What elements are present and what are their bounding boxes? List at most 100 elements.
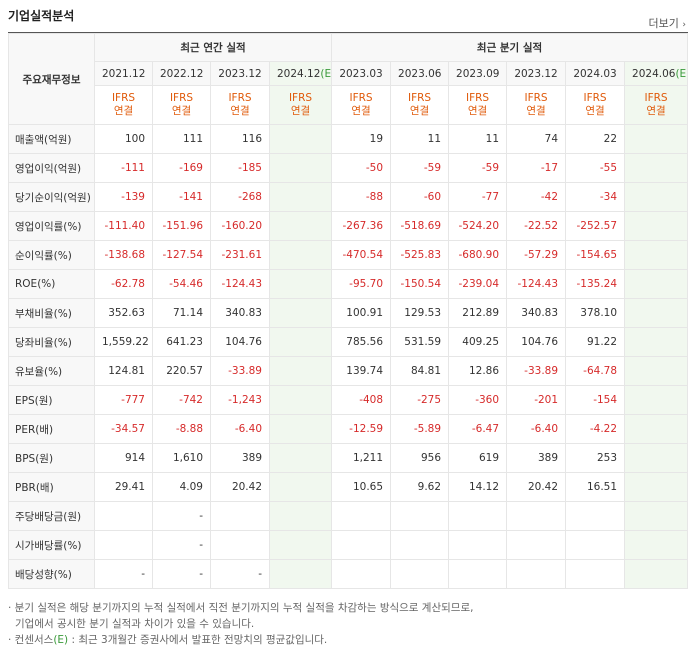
row-label-cell: 당좌비율(%) (8, 327, 95, 357)
annual-value-cell: 111 (152, 124, 211, 154)
annual-value-cell (268, 501, 333, 531)
value: -275 (417, 394, 442, 406)
quarter-value-cell: -524.20 (448, 211, 508, 241)
value: -268 (238, 191, 262, 203)
quarter-value-cell: -55 (565, 153, 626, 183)
row-label-cell: 부채비율(%) (8, 298, 95, 328)
ifrs-label: IFRS (407, 92, 432, 104)
quarter-value-cell: -124.43 (506, 269, 567, 299)
value: -524.20 (458, 220, 500, 232)
quarter-value-cell: 389 (506, 443, 567, 473)
ifrs-cell: IFRS 연결 (152, 85, 211, 125)
quarter-value-cell: -4.22 (565, 414, 626, 444)
annual-value-cell (268, 385, 333, 415)
ifrs-cell: IFRS 연결 (565, 85, 626, 125)
table-row: PBR(배) 29.41 4.09 20.42 10.65 9.62 14.12 20.42 1… (8, 472, 689, 502)
value: -22.52 (524, 220, 559, 232)
annual-value-cell: 352.63 (94, 298, 153, 328)
quarter-value-cell (624, 559, 689, 589)
annual-value-cell: -124.43 (210, 269, 270, 299)
value: 914 (124, 452, 145, 464)
quarter-value-cell: -252.57 (565, 211, 626, 241)
annual-value-cell: - (94, 559, 153, 589)
annual-value-cell: -151.96 (152, 211, 211, 241)
value: -62.78 (111, 278, 145, 290)
value: -150.54 (400, 278, 442, 290)
value: -777 (121, 394, 145, 406)
annual-value-cell (268, 182, 333, 212)
table-row: 시가배당률(%) - (8, 530, 689, 560)
value: -95.70 (349, 278, 384, 290)
value: -160.20 (221, 220, 262, 232)
consolidated-label: 연결 (230, 105, 250, 117)
quarter-value-cell: 129.53 (390, 298, 450, 328)
quarter-value-cell: -50 (331, 153, 392, 183)
quarter-value-cell: -680.90 (448, 240, 508, 270)
row-label: 순이익률(%) (15, 249, 72, 262)
annual-value-cell: -169 (152, 153, 211, 183)
row-label-cell: 매출액(억원) (8, 124, 95, 154)
annual-value-cell: -141 (152, 182, 211, 212)
row-label-cell: 배당성향(%) (8, 559, 95, 589)
value: -33.89 (524, 365, 559, 377)
group-header-row: 주요재무정보 최근 연간 실적 최근 분기 실적 (8, 33, 689, 125)
value: 253 (596, 452, 618, 464)
ifrs-cell: IFRS 연결 (331, 85, 392, 125)
quarter-value-cell: -57.29 (506, 240, 567, 270)
period-label: 2023.06 (398, 67, 442, 80)
value: -680.90 (458, 249, 500, 261)
annual-value-cell: -127.54 (152, 240, 211, 270)
period-label: 2024.06 (632, 67, 676, 80)
annual-value-cell: 100 (94, 124, 153, 154)
value: -252.57 (576, 220, 618, 232)
quarter-value-cell: -88 (331, 182, 392, 212)
quarter-value-cell: 74 (506, 124, 567, 154)
ifrs-label: IFRS (228, 92, 252, 104)
value: -138.68 (104, 249, 145, 261)
annual-value-cell: -54.46 (152, 269, 211, 299)
annual-value-cell: -231.61 (210, 240, 270, 270)
value: -42 (540, 191, 559, 203)
quarter-value-cell (506, 501, 567, 531)
annual-value-cell (94, 530, 153, 560)
annual-value-cell: 20.42 (210, 472, 270, 502)
ifrs-cell: IFRS 연결 (448, 85, 508, 125)
quarter-value-cell (331, 530, 392, 560)
quarter-period-5: 2024.06(E) (624, 61, 689, 86)
annual-value-cell: 4.09 (152, 472, 211, 502)
quarter-value-cell: -525.83 (390, 240, 450, 270)
quarter-value-cell: 100.91 (331, 298, 392, 328)
quarter-value-cell: 10.65 (331, 472, 392, 502)
quarter-value-cell: -22.52 (506, 211, 567, 241)
quarter-period-1: 2023.06 (390, 61, 450, 86)
table-row: EPS(원) -777 -742 -1,243 -408 -275 -360 -201 -154 (8, 385, 689, 415)
row-label: EPS(원) (15, 394, 53, 407)
value: 1,211 (352, 452, 384, 464)
quarter-value-cell: 378.10 (565, 298, 626, 328)
row-label-cell: 유보율(%) (8, 356, 95, 386)
annual-value-cell: - (152, 530, 211, 560)
value: 22 (603, 133, 618, 145)
quarter-value-cell: -33.89 (506, 356, 567, 386)
ifrs-cell: IFRS 연결 (390, 85, 450, 125)
value: -12.59 (349, 423, 384, 435)
annual-value-cell: 71.14 (152, 298, 211, 328)
consolidated-label: 연결 (113, 105, 134, 117)
quarter-value-cell (390, 530, 450, 560)
quarter-value-cell (624, 211, 689, 241)
quarter-value-cell (565, 501, 626, 531)
value: 220.57 (166, 365, 203, 377)
quarter-value-cell: -150.54 (390, 269, 450, 299)
row-label: PER(배) (15, 423, 54, 436)
more-link[interactable]: 더보기 › (649, 15, 686, 31)
annual-value-cell: -139 (94, 182, 153, 212)
quarter-value-cell (390, 501, 450, 531)
quarter-value-cell (331, 559, 392, 589)
quarter-value-cell (506, 559, 567, 589)
annual-value-cell: 220.57 (152, 356, 211, 386)
value: 16.51 (586, 481, 618, 493)
quarter-value-cell: -470.54 (331, 240, 392, 270)
value: -50 (365, 162, 384, 174)
annual-value-cell (210, 501, 270, 531)
quarter-value-cell: 139.74 (331, 356, 392, 386)
